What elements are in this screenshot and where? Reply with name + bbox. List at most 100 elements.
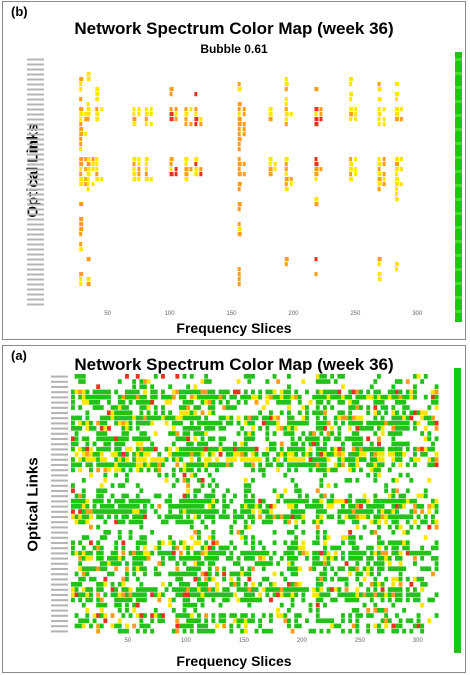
panel-a-cell <box>294 467 299 473</box>
panel-b-cell <box>377 182 382 187</box>
panel-a-cell <box>297 498 302 504</box>
panel-a-cell <box>146 410 151 416</box>
panel-a-cell <box>89 426 93 431</box>
panel-a-cell <box>405 420 410 426</box>
panel-a-cell <box>89 400 93 405</box>
panel-a-cell <box>301 462 306 468</box>
panel-a-cell <box>236 379 241 384</box>
panel-b-row-label <box>27 143 44 146</box>
panel-a-cell <box>175 571 180 577</box>
panel-a-cell <box>319 394 324 400</box>
panel-a-cell <box>265 452 270 457</box>
panel-a-cell <box>323 493 327 499</box>
panel-a-cell <box>398 426 403 431</box>
panel-a-cell <box>229 571 234 577</box>
panel-b-cell <box>377 107 381 112</box>
panel-a-cell <box>287 550 291 556</box>
panel-b-cell <box>284 112 289 117</box>
panel-a-cell <box>150 628 155 634</box>
panel-a-cell <box>384 405 389 410</box>
panel-a-cell <box>323 618 327 624</box>
panel-b-cell <box>394 117 399 122</box>
panel-a-cell <box>229 498 234 504</box>
panel-a-cell <box>81 592 86 598</box>
panel-a-cell <box>218 446 223 452</box>
panel-a-cell <box>139 488 144 494</box>
panel-a-cell <box>197 420 201 426</box>
panel-a-cell <box>139 623 144 629</box>
panel-a-cell <box>92 405 97 410</box>
panel-a-cell <box>290 561 295 566</box>
panel-a-cell <box>258 462 263 468</box>
panel-a-cell <box>362 394 367 400</box>
panel-a-cell <box>211 478 216 483</box>
panel-b-cell <box>79 172 83 177</box>
panel-a-cell <box>110 504 115 509</box>
panel-a-cell <box>143 457 147 462</box>
panel-a-cell <box>186 618 191 624</box>
panel-a-cell <box>225 556 230 561</box>
panel-a-cell <box>391 415 396 421</box>
panel-b-cell <box>284 257 289 262</box>
panel-a-cell <box>294 483 299 488</box>
panel-a-cell <box>290 540 295 546</box>
panel-b-cell <box>86 112 91 117</box>
panel-b-cell <box>399 167 403 172</box>
panel-a-cell <box>380 446 385 452</box>
panel-a-cell <box>301 519 306 525</box>
panel-a-cell <box>276 420 281 426</box>
panel-a-cell <box>132 509 137 514</box>
panel-a-cell <box>189 441 194 447</box>
panel-a-cell <box>287 410 291 416</box>
panel-a-cell <box>218 545 223 551</box>
panel-b-cell <box>377 157 381 162</box>
panel-a-cell <box>287 556 291 561</box>
panel-a-cell <box>308 457 313 462</box>
panel-a-cell <box>348 389 353 395</box>
panel-a-cell <box>290 431 295 436</box>
panel-a-cell <box>132 379 137 384</box>
panel-a-cell <box>128 509 133 514</box>
panel-a-cell <box>139 618 144 624</box>
panel-a-xtick-300: 300 <box>413 638 424 644</box>
panel-a-cell <box>139 514 144 520</box>
panel-a-cell <box>409 582 414 587</box>
panel-a-cell <box>168 415 173 421</box>
panel-a-cell <box>359 504 363 509</box>
panel-a-cell <box>110 509 115 514</box>
panel-b-cell <box>349 112 354 117</box>
panel-a-cell <box>377 628 381 634</box>
panel-a-cell <box>96 587 101 592</box>
panel-b-cell <box>86 72 91 77</box>
panel-a-cell <box>391 389 396 395</box>
panel-a-cell <box>341 441 345 447</box>
panel-a-cell <box>333 436 338 442</box>
panel-a-cell <box>139 509 144 514</box>
panel-a-cell <box>153 608 158 613</box>
panel-a-cell <box>143 504 147 509</box>
panel-a-cell <box>96 582 101 587</box>
panel-a-cell <box>193 415 198 421</box>
panel-a-row-label <box>51 567 68 571</box>
panel-a-cell <box>402 493 407 499</box>
panel-a-cell <box>395 540 399 546</box>
panel-a-cell <box>157 415 162 421</box>
panel-b-row-label <box>27 83 44 86</box>
panel-a-cell <box>186 462 191 468</box>
panel-a-cell <box>153 457 158 462</box>
panel-a-cell <box>117 582 122 587</box>
panel-a-cell <box>211 535 216 540</box>
panel-a-cell <box>416 457 421 462</box>
panel-a-cell <box>348 457 353 462</box>
panel-a-cell <box>377 540 381 546</box>
panel-a-cell <box>369 420 374 426</box>
panel-a-cell <box>413 426 417 431</box>
panel-a-cell <box>355 576 360 582</box>
panel-a-cell <box>416 493 421 499</box>
panel-a-cell <box>139 431 144 436</box>
panel-a-cell <box>153 394 158 400</box>
panel-a-cell <box>182 587 187 592</box>
panel-b-row-label <box>27 58 44 61</box>
panel-a-cell <box>153 545 158 551</box>
panel-a-cell <box>225 488 230 494</box>
